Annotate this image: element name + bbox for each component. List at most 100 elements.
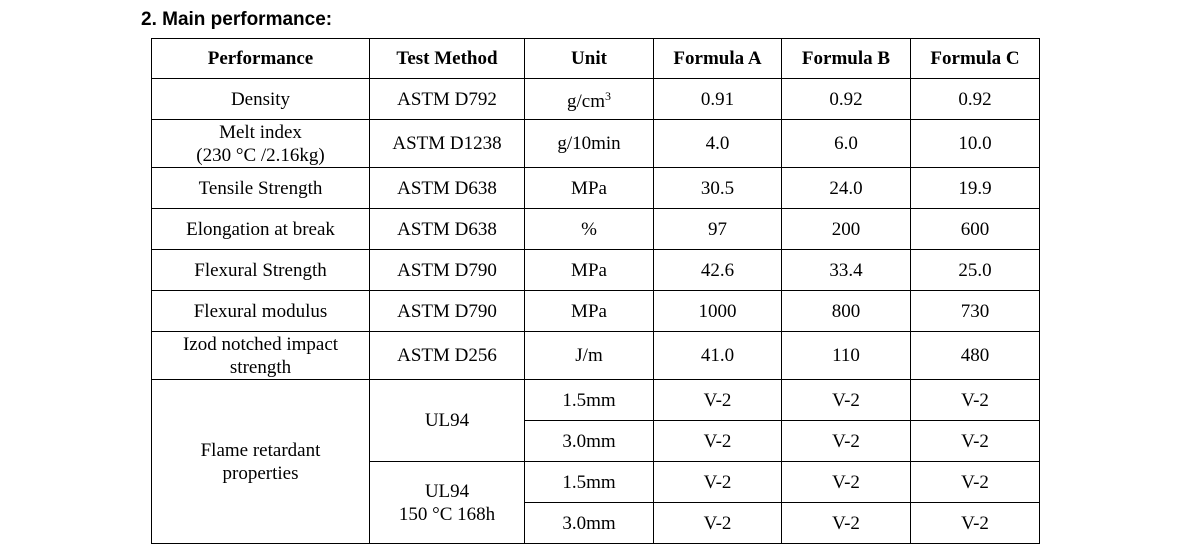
cell-unit: g/cm3 [524, 78, 654, 120]
cell-text: Flexural Strength [194, 259, 327, 281]
cell-formula-c: V-2 [910, 420, 1040, 462]
cell-formula-a: V-2 [653, 502, 782, 544]
cell-performance: Flexural modulus [151, 290, 370, 332]
table-row: Elongation at break ASTM D638 % 97 200 6… [151, 208, 1040, 250]
cell-unit: 3.0mm [524, 420, 654, 462]
cell-method: UL94 [369, 379, 525, 462]
cell-formula-a: 30.5 [653, 167, 782, 209]
cell-text: ASTM D1238 [392, 133, 502, 154]
cell-formula-c: 730 [910, 290, 1040, 332]
cell-text-line: UL94 [424, 480, 470, 502]
cell-formula-b: V-2 [781, 461, 911, 503]
table-row: Flexural modulus ASTM D790 MPa 1000 800 … [151, 290, 1040, 332]
header-unit: Unit [524, 38, 654, 79]
cell-formula-c: 19.9 [910, 167, 1040, 209]
cell-performance: Melt index (230 °C /2.16kg) [151, 119, 370, 168]
table-row: 3.0mm V-2 V-2 V-2 [152, 502, 1040, 544]
cell-text: Flexural modulus [193, 300, 328, 322]
header-formula-a: Formula A [653, 38, 782, 79]
table-header-row: Performance Test Method Unit Formula A F… [151, 38, 1040, 79]
table-row: Izod notched impact strength ASTM D256 J… [151, 331, 1040, 380]
cell-formula-b: 6.0 [781, 119, 911, 168]
table-row: Tensile Strength ASTM D638 MPa 30.5 24.0… [151, 167, 1040, 209]
cell-performance-flame: Flame retardant properties [151, 379, 370, 544]
cell-formula-b: 33.4 [781, 249, 911, 291]
cell-performance: Izod notched impact strength [151, 331, 370, 380]
cell-formula-c: V-2 [910, 502, 1040, 544]
cell-formula-a: 97 [653, 208, 782, 250]
table-row: 3.0mm V-2 V-2 V-2 [152, 420, 1040, 462]
cell-formula-c: 10.0 [910, 119, 1040, 168]
cell-method: ASTM D1238 [369, 119, 525, 168]
cell-method: ASTM D792 [369, 78, 525, 120]
cell-method: UL94 150 °C 168h [369, 461, 525, 544]
cell-text: ASTM D638 [397, 218, 497, 240]
cell-unit: 1.5mm [524, 461, 654, 503]
cell-formula-a: 41.0 [653, 331, 782, 380]
cell-text-line: Flame retardant [200, 439, 321, 461]
cell-text: ASTM D790 [397, 300, 497, 322]
unit-superscript: 3 [605, 89, 611, 103]
cell-unit: MPa [524, 290, 654, 332]
cell-formula-b: 0.92 [781, 78, 911, 120]
cell-formula-a: V-2 [653, 461, 782, 503]
cell-formula-b: 800 [781, 290, 911, 332]
cell-performance: Density [151, 78, 370, 120]
cell-formula-b: V-2 [781, 502, 911, 544]
cell-method: ASTM D638 [369, 167, 525, 209]
table-row: Melt index (230 °C /2.16kg) ASTM D1238 g… [151, 119, 1040, 168]
cell-text: g/cm [567, 91, 605, 112]
cell-unit: g/10min [524, 119, 654, 168]
cell-formula-a: 42.6 [653, 249, 782, 291]
cell-formula-c: 25.0 [910, 249, 1040, 291]
cell-text-line: Izod notched impact [182, 333, 339, 355]
cell-unit: 1.5mm [524, 379, 654, 421]
cell-method: ASTM D638 [369, 208, 525, 250]
header-test-method: Test Method [369, 38, 525, 79]
cell-formula-b: V-2 [781, 420, 911, 462]
table-row: Flame retardant properties UL94 1.5mm V-… [151, 379, 1040, 544]
cell-formula-c: V-2 [910, 461, 1040, 503]
section-heading: 2. Main performance: [141, 9, 333, 30]
cell-text: ASTM D790 [397, 259, 497, 281]
table-row: UL94 150 °C 168h 1.5mm V-2 V-2 V-2 [152, 461, 1040, 544]
cell-unit: MPa [524, 249, 654, 291]
cell-text: ASTM D256 [397, 345, 497, 366]
cell-formula-c: 0.92 [910, 78, 1040, 120]
cell-unit: % [524, 208, 654, 250]
cell-method: ASTM D790 [369, 290, 525, 332]
cell-performance: Elongation at break [151, 208, 370, 250]
cell-text-line: strength [229, 356, 292, 378]
cell-performance: Flexural Strength [151, 249, 370, 291]
cell-formula-c: 480 [910, 331, 1040, 380]
cell-formula-a: 1000 [653, 290, 782, 332]
cell-text-line: properties [222, 462, 299, 484]
cell-text: UL94 [424, 410, 470, 431]
header-performance: Performance [151, 38, 370, 79]
cell-text-line: 150 °C 168h [398, 503, 496, 525]
header-formula-b: Formula B [781, 38, 911, 79]
cell-formula-c: 600 [910, 208, 1040, 250]
header-formula-c: Formula C [910, 38, 1040, 79]
cell-text-line: Melt index [219, 121, 302, 143]
cell-formula-a: V-2 [653, 420, 782, 462]
cell-formula-a: 0.91 [653, 78, 782, 120]
cell-text: Elongation at break [186, 218, 335, 240]
cell-text: Tensile Strength [198, 177, 323, 199]
cell-method: ASTM D790 [369, 249, 525, 291]
cell-text: Density [230, 88, 291, 110]
cell-unit: J/m [524, 331, 654, 380]
performance-table: Performance Test Method Unit Formula A F… [151, 38, 1040, 544]
cell-formula-c: V-2 [910, 379, 1040, 421]
table-row: Density ASTM D792 g/cm3 0.91 0.92 0.92 [151, 78, 1040, 120]
cell-formula-b: 200 [781, 208, 911, 250]
cell-unit: 3.0mm [524, 502, 654, 544]
cell-text-line: (230 °C /2.16kg) [196, 144, 325, 166]
cell-formula-b: 24.0 [781, 167, 911, 209]
cell-text: ASTM D792 [397, 88, 497, 110]
cell-method: ASTM D256 [369, 331, 525, 380]
cell-formula-b: V-2 [781, 379, 911, 421]
cell-performance: Tensile Strength [151, 167, 370, 209]
cell-unit: MPa [524, 167, 654, 209]
table-row: Flexural Strength ASTM D790 MPa 42.6 33.… [151, 249, 1040, 291]
